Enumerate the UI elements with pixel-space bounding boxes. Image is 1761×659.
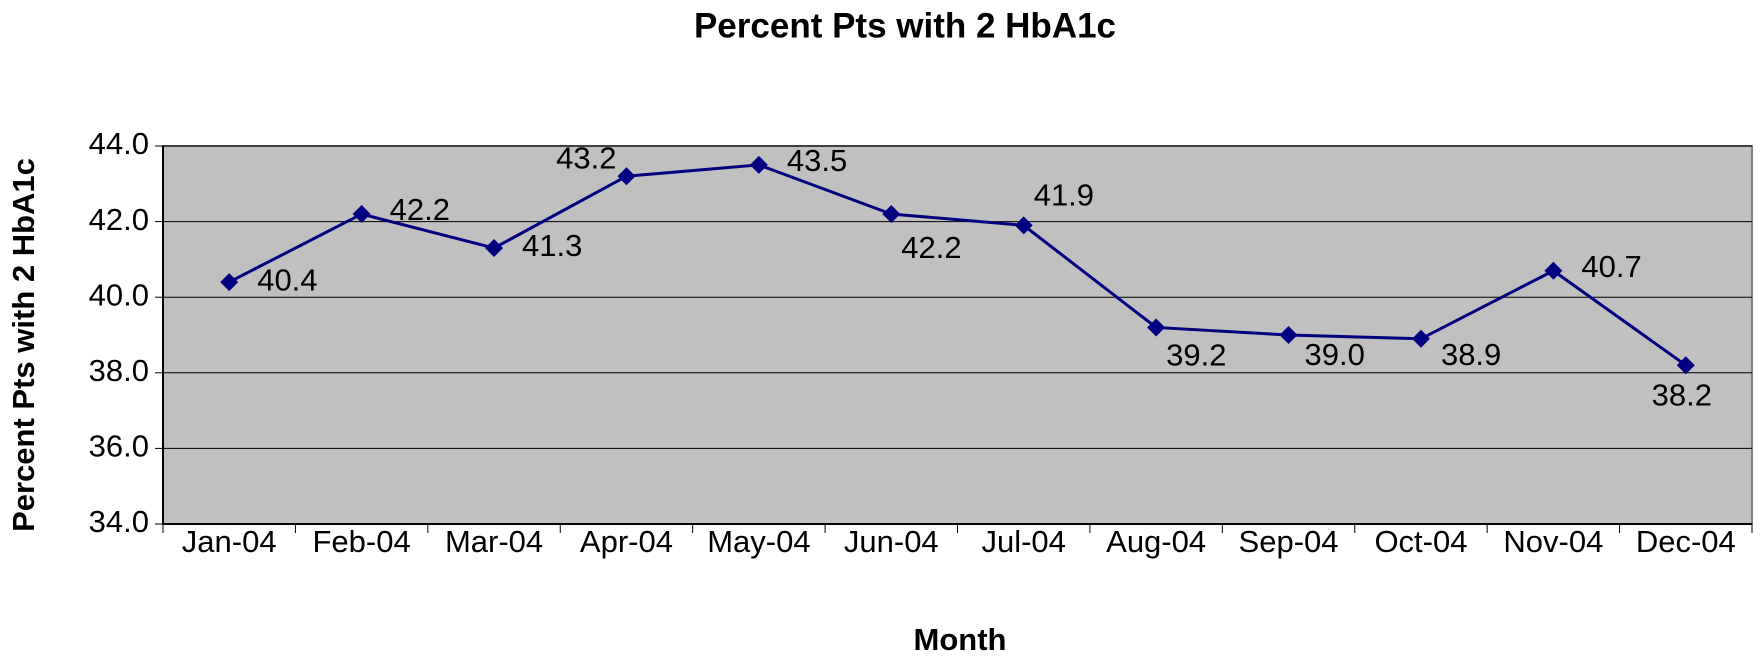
chart-title: Percent Pts with 2 HbA1c xyxy=(694,6,1116,45)
data-point xyxy=(1411,329,1430,348)
plot-area xyxy=(162,145,1753,525)
data-point xyxy=(617,167,636,186)
data-label: 41.3 xyxy=(522,228,582,263)
data-label: 39.2 xyxy=(1166,338,1226,373)
data-point xyxy=(485,239,504,258)
x-tick-label: Mar-04 xyxy=(445,524,543,559)
x-tick-label: May-04 xyxy=(707,524,810,559)
x-tick-label: Apr-04 xyxy=(580,524,673,559)
y-tick-label: 42.0 xyxy=(89,202,149,237)
y-axis-label: Percent Pts with 2 HbA1c xyxy=(6,158,41,532)
data-label: 43.2 xyxy=(556,140,616,175)
y-tick-label: 36.0 xyxy=(89,429,149,464)
x-axis-label: Month xyxy=(914,622,1007,657)
data-point xyxy=(1014,216,1033,235)
data-point xyxy=(1676,356,1695,375)
x-tick-label: Oct-04 xyxy=(1374,524,1467,559)
data-point xyxy=(220,273,239,292)
data-label: 42.2 xyxy=(901,230,961,265)
y-tick-label: 40.0 xyxy=(89,277,149,312)
data-label: 42.2 xyxy=(390,192,450,227)
x-tick-label: Jul-04 xyxy=(981,524,1065,559)
data-point xyxy=(1544,261,1563,280)
x-tick-label: Jan-04 xyxy=(182,524,277,559)
data-label: 38.2 xyxy=(1652,377,1712,412)
data-label: 40.7 xyxy=(1581,249,1641,284)
data-point xyxy=(1279,326,1298,344)
x-tick-label: Sep-04 xyxy=(1239,524,1339,559)
x-tick-label: Jun-04 xyxy=(844,524,939,559)
x-tick-label: Aug-04 xyxy=(1106,524,1206,559)
data-label: 40.4 xyxy=(257,262,317,297)
data-point xyxy=(1147,318,1166,337)
series-line xyxy=(228,163,1687,367)
x-tick-label: Feb-04 xyxy=(313,524,411,559)
x-tick-label: Nov-04 xyxy=(1503,524,1603,559)
data-label: 39.0 xyxy=(1305,337,1365,372)
data-point xyxy=(749,155,768,174)
y-tick-label: 38.0 xyxy=(89,353,149,388)
y-tick-label: 34.0 xyxy=(89,504,149,539)
y-tick-label: 44.0 xyxy=(89,126,149,161)
x-tick-label: Dec-04 xyxy=(1636,524,1736,559)
data-label: 38.9 xyxy=(1441,337,1501,372)
data-label: 43.5 xyxy=(787,143,847,178)
data-point xyxy=(882,205,901,224)
data-point xyxy=(352,205,371,224)
data-label: 41.9 xyxy=(1034,178,1094,213)
